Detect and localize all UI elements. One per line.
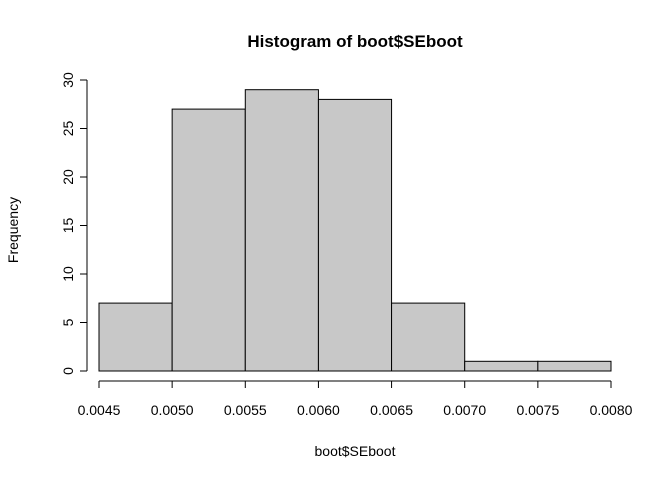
x-tick-label-7: 0.0075	[516, 402, 559, 418]
y-tick-label-4: 15	[60, 218, 76, 234]
histogram-bar-4	[317, 98, 393, 372]
histogram-bar-5	[391, 302, 466, 372]
y-tick-label-7: 30	[60, 72, 76, 88]
y-axis-label: Frequency	[5, 197, 21, 263]
x-axis: 0.0045 0.0050 0.0055 0.0060 0.0065 0.0070 0.00…	[78, 380, 633, 418]
x-tick-label-1: 0.0045	[78, 402, 121, 418]
chart-title: Histogram of boot$SEboot	[247, 32, 463, 51]
x-tick-label-8: 0.0080	[590, 402, 633, 418]
x-tick-label-2: 0.0050	[151, 402, 194, 418]
x-tick-label-3: 0.0055	[224, 402, 267, 418]
histogram-bar-3	[244, 89, 319, 372]
y-tick-label-5: 20	[60, 169, 76, 185]
x-tick-label-5: 0.0065	[370, 402, 413, 418]
x-tick-label-6: 0.0070	[443, 402, 486, 418]
y-tick-label-6: 25	[60, 121, 76, 137]
bars-group	[98, 89, 612, 372]
y-tick-label-3: 10	[60, 266, 76, 282]
histogram-bar-7	[537, 360, 612, 372]
x-axis-label: boot$SEboot	[315, 443, 396, 459]
histogram-bar-2	[171, 108, 246, 372]
y-tick-label-2: 5	[60, 318, 76, 326]
y-tick-label-1: 0	[60, 367, 76, 375]
x-tick-label-4: 0.0060	[297, 402, 340, 418]
y-axis: 0 5 10 15 20 25 30	[60, 72, 88, 375]
histogram-bar-6	[464, 360, 539, 372]
histogram-bar-1	[98, 302, 173, 372]
